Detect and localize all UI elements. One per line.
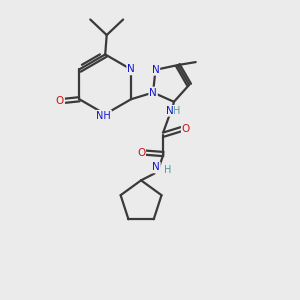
Text: O: O (137, 148, 145, 158)
Text: N: N (152, 65, 159, 75)
Text: H: H (173, 106, 181, 116)
Text: N: N (166, 106, 173, 116)
Text: N: N (127, 64, 135, 74)
Text: H: H (164, 166, 171, 176)
Text: O: O (182, 124, 190, 134)
Text: N: N (149, 88, 157, 98)
Text: O: O (56, 96, 64, 106)
Text: NH: NH (96, 111, 111, 121)
Text: N: N (152, 163, 160, 172)
